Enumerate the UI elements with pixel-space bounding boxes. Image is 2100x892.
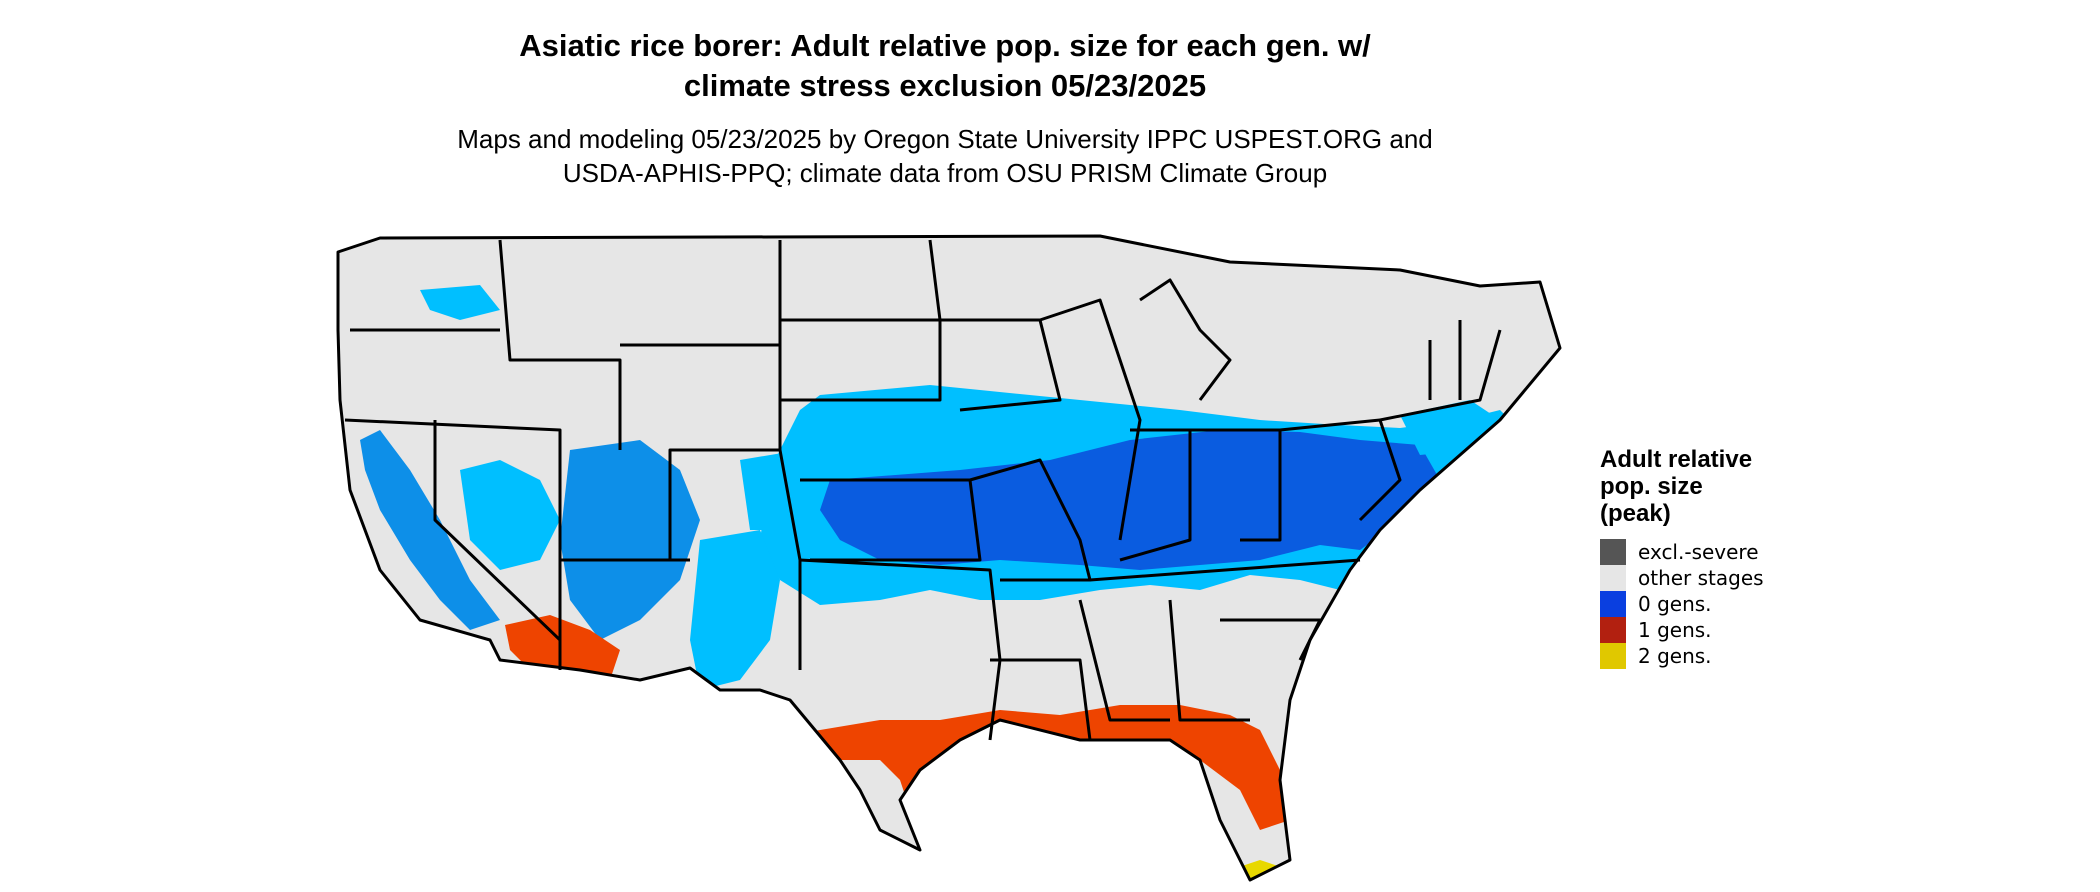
legend-swatch-other-stages	[1600, 565, 1626, 591]
map-title-line-1: Asiatic rice borer: Adult relative pop. …	[519, 28, 1371, 63]
legend-label-other-stages: other stages	[1638, 566, 1764, 590]
border-line-midwest-5	[1190, 428, 1282, 542]
west-blue-patch-new-mexico	[690, 530, 780, 690]
west-blue-patch-four-corners	[560, 440, 700, 640]
map-title-line-2: climate stress exclusion 05/23/2025	[683, 68, 1207, 103]
border-line-midwest-1	[940, 318, 1062, 412]
legend-item-0-gens: 0 gens.	[1600, 591, 1900, 617]
legend-title-line-1: Adult relative	[1600, 446, 1753, 473]
legend-label-2-gens: 2 gens.	[1638, 644, 1712, 668]
border-line-west-4	[433, 420, 562, 642]
border-line-midwest-3	[1039, 298, 1142, 541]
border-line-south-3	[1168, 599, 1250, 722]
border-line-east-1	[1279, 418, 1402, 522]
legend-swatch-0-gens	[1600, 591, 1626, 617]
one-gen-gulf-coast-region	[760, 705, 1290, 830]
zero-gen-dark-blue-region	[820, 430, 1440, 570]
legend-title: Adult relative pop. size (peak)	[1600, 446, 1900, 527]
border-line-south-4	[1220, 618, 1322, 661]
border-line-midwest-4	[1119, 428, 1192, 562]
border-line-northeast-1	[1379, 329, 1502, 422]
border-line-midwest-2	[969, 458, 1092, 582]
legend-title-line-3: (peak)	[1600, 500, 1671, 527]
map-subtitle-line-2: USDA-APHIS-PPQ; climate data from OSU PR…	[562, 158, 1328, 188]
state-borders	[336, 234, 1562, 882]
legend-label-1-gens: 1 gens.	[1638, 618, 1712, 642]
border-line-west-2	[344, 418, 690, 562]
us-outline-border	[336, 234, 1562, 882]
west-blue-patch-nevada-utah	[460, 460, 560, 570]
legend-label-0-gens: 0 gens.	[1638, 592, 1712, 616]
legend-item-other-stages: other stages	[1600, 565, 1900, 591]
legend-swatch-2-gens	[1600, 643, 1626, 669]
map-legend: Adult relative pop. size (peak) excl.-se…	[1600, 446, 1900, 669]
border-line-plains-1	[780, 318, 942, 402]
border-line-plains-3	[928, 239, 942, 321]
border-line-great-lakes	[1139, 278, 1232, 401]
border-line-south-2	[1078, 599, 1170, 722]
legend-swatch-excl-severe	[1600, 539, 1626, 565]
border-line-west-3	[498, 239, 622, 450]
west-blue-patch-washington	[420, 285, 500, 320]
legend-item-2-gens: 2 gens.	[1600, 643, 1900, 669]
border-line-plains-4	[799, 558, 1002, 741]
legend-item-1-gens: 1 gens.	[1600, 617, 1900, 643]
legend-label-excl-severe: excl.-severe	[1638, 540, 1759, 564]
west-blue-patch-california	[360, 430, 500, 630]
legend-title-line-2: pop. size	[1600, 473, 1703, 500]
population-layers	[360, 285, 1520, 880]
border-line-plains-2	[800, 478, 982, 562]
legend-item-excl-severe: excl.-severe	[1600, 539, 1900, 565]
map-subtitle-line-1: Maps and modeling 05/23/2025 by Oregon S…	[457, 124, 1433, 154]
border-line-east-2	[1089, 558, 1361, 582]
map-title: Asiatic rice borer: Adult relative pop. …	[0, 26, 1890, 106]
map-subtitle: Maps and modeling 05/23/2025 by Oregon S…	[0, 122, 1890, 190]
west-blue-patch-colorado	[740, 450, 810, 530]
legend-swatch-1-gens	[1600, 617, 1626, 643]
border-line-south-1	[990, 658, 1092, 741]
